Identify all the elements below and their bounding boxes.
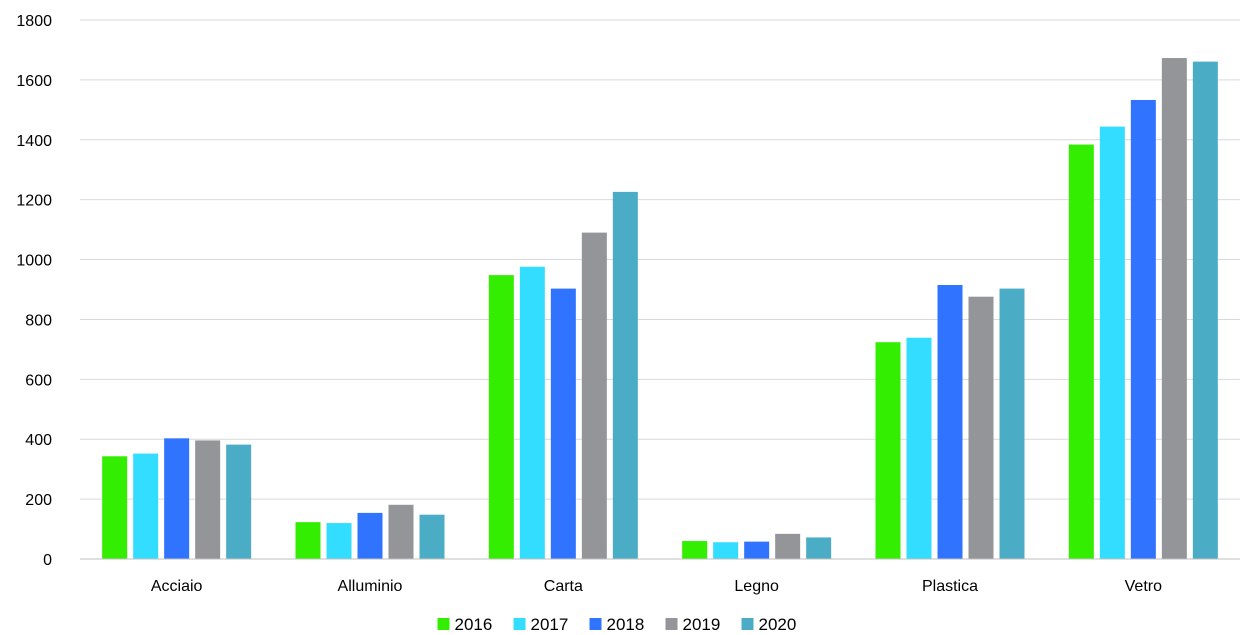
x-category-label: Alluminio: [338, 578, 403, 595]
bar-carta-2018: [550, 288, 576, 559]
bar-acciaio-2017: [133, 453, 159, 559]
legend-swatch-2020: [741, 618, 754, 630]
bar-alluminio-2017: [326, 523, 352, 559]
bar-plastica-2019: [968, 296, 994, 559]
bar-vetro-2018: [1130, 99, 1156, 560]
bars: [102, 58, 1218, 560]
bar-plastica-2020: [999, 288, 1025, 559]
bar-alluminio-2019: [388, 504, 414, 559]
bar-plastica-2018: [937, 285, 963, 559]
legend-label: 2017: [531, 615, 569, 634]
gridlines: [80, 19, 1240, 500]
bar-legno-2016: [682, 541, 708, 559]
bar-vetro-2017: [1099, 126, 1125, 559]
bar-acciaio-2018: [164, 438, 190, 559]
legend-swatch-2016: [437, 618, 450, 630]
legend-label: 2019: [683, 615, 721, 634]
bar-alluminio-2018: [357, 512, 383, 559]
x-category-label: Vetro: [1125, 578, 1162, 595]
bar-legno-2019: [775, 533, 801, 559]
legend-label: 2018: [607, 615, 645, 634]
x-category-label: Carta: [544, 578, 583, 595]
bar-acciaio-2019: [195, 440, 221, 559]
legend-swatch-2017: [513, 618, 526, 630]
legend: 2016 2017 2018 2019 2020: [437, 615, 797, 634]
bar-carta-2020: [612, 191, 638, 559]
legend-label: 2016: [455, 615, 493, 634]
y-tick-label: 0: [43, 552, 52, 569]
y-tick-label: 1600: [16, 73, 52, 90]
bar-acciaio-2020: [226, 444, 252, 559]
y-axis: 0 200 400 600 800 1000 1200 1400 1600 1800: [16, 13, 52, 569]
bar-plastica-2017: [906, 337, 932, 559]
bar-alluminio-2016: [295, 522, 321, 559]
legend-swatch-2018: [589, 618, 602, 630]
x-category-label: Acciaio: [151, 578, 203, 595]
y-tick-label: 1800: [16, 13, 52, 30]
bar-vetro-2020: [1192, 61, 1218, 560]
bar-carta-2017: [519, 266, 545, 559]
x-category-label: Plastica: [922, 578, 978, 595]
bar-plastica-2016: [875, 342, 901, 559]
bar-legno-2018: [744, 541, 770, 559]
bar-alluminio-2020: [419, 514, 445, 559]
y-tick-label: 1400: [16, 133, 52, 150]
bar-vetro-2016: [1068, 144, 1094, 559]
bar-carta-2016: [488, 275, 514, 559]
x-axis: Acciaio Alluminio Carta Legno Plastica Vetro: [80, 558, 1240, 595]
y-tick-label: 600: [25, 372, 52, 389]
bar-legno-2020: [806, 537, 832, 559]
bar-legno-2017: [713, 542, 739, 559]
legend-label: 2020: [759, 615, 797, 634]
y-tick-label: 400: [25, 432, 52, 449]
bar-carta-2019: [581, 232, 607, 559]
y-tick-label: 1000: [16, 253, 52, 270]
y-tick-label: 800: [25, 312, 52, 329]
y-tick-label: 1200: [16, 193, 52, 210]
bar-vetro-2019: [1161, 58, 1187, 559]
legend-swatch-2019: [665, 618, 678, 630]
x-category-label: Legno: [734, 578, 779, 595]
y-tick-label: 200: [25, 492, 52, 509]
bar-acciaio-2016: [102, 456, 128, 559]
